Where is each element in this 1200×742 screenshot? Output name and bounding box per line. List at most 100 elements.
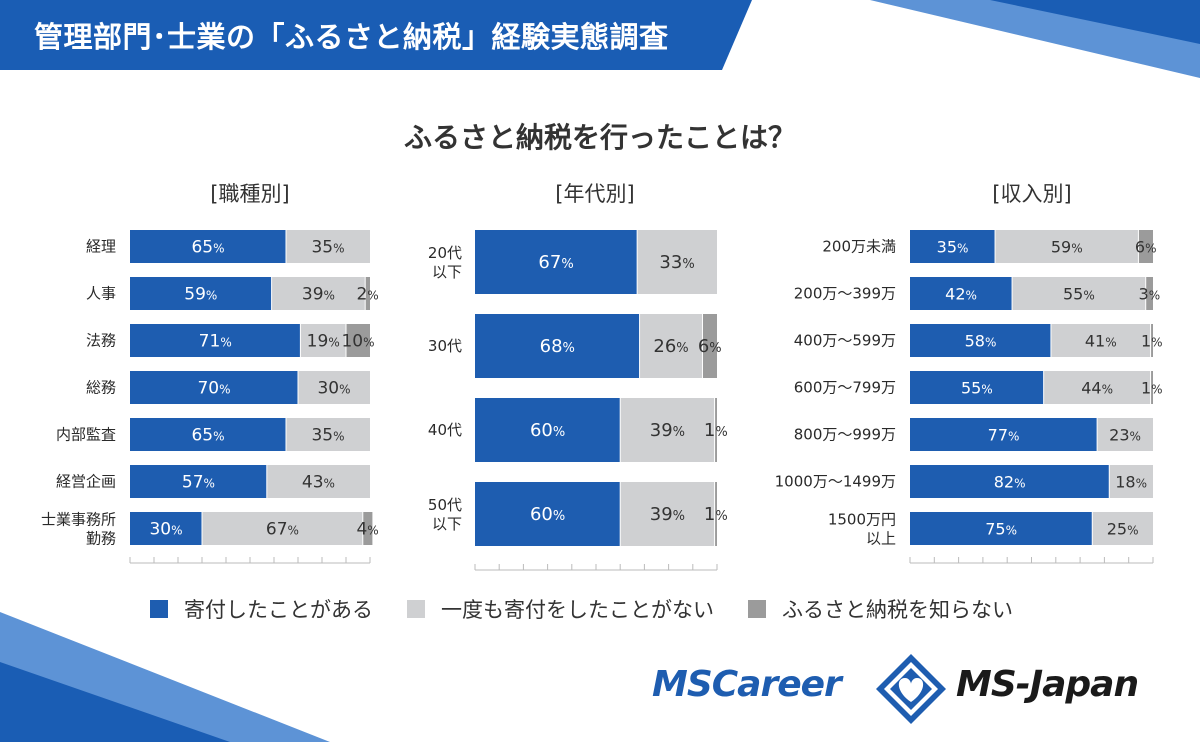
- legend-item-unknown: ふるさと納税を知らない: [748, 594, 1013, 624]
- data-label: 30%: [149, 520, 182, 540]
- legend: 寄付したことがある 一度も寄付をしたことがない ふるさと納税を知らない: [150, 594, 1047, 624]
- category-label: 200万～399万: [794, 285, 896, 303]
- data-label: 6%: [698, 336, 722, 357]
- legend-swatch-gave: [150, 600, 168, 618]
- bar-segment: [298, 371, 370, 404]
- data-label: 2%: [356, 285, 378, 305]
- bar-segment: [1043, 371, 1151, 404]
- data-label: 1%: [704, 420, 728, 441]
- data-label: 58%: [965, 332, 997, 351]
- bar-segment: [910, 465, 1110, 498]
- data-label: 41%: [1085, 332, 1117, 351]
- data-label: 23%: [1109, 426, 1141, 445]
- bar-segment: [271, 277, 366, 310]
- bar-segment: [702, 314, 717, 378]
- data-label: 77%: [988, 426, 1020, 445]
- legend-item-never: 一度も寄付をしたことがない: [407, 594, 714, 624]
- panel-title-age: [年代別]: [555, 182, 635, 206]
- data-label: 59%: [1051, 238, 1083, 257]
- data-label: 43%: [302, 473, 335, 493]
- legend-label-never: 一度も寄付をしたことがない: [441, 598, 714, 622]
- data-label: 6%: [1135, 238, 1157, 257]
- bar-segment: [637, 230, 717, 294]
- bar-segment: [362, 512, 373, 545]
- data-label: 59%: [184, 285, 217, 305]
- bar-segment: [1145, 277, 1153, 310]
- bar-segment: [130, 512, 202, 545]
- data-label: 33%: [659, 252, 694, 273]
- data-label: 26%: [653, 336, 688, 357]
- bar-segment: [620, 482, 715, 546]
- legend-label-unknown: ふるさと納税を知らない: [782, 598, 1013, 622]
- chart-question: ふるさと納税を行ったことは？: [403, 121, 796, 154]
- data-label: 18%: [1115, 473, 1147, 492]
- category-label: 内部監査: [56, 426, 116, 444]
- data-label: 44%: [1081, 379, 1113, 398]
- data-label: 35%: [311, 426, 344, 446]
- data-label: 42%: [945, 285, 977, 304]
- mscareer-logo: MSCareer: [652, 664, 842, 705]
- bar-segment: [300, 324, 346, 357]
- bar-segment: [1092, 512, 1153, 545]
- data-label: 71%: [199, 332, 232, 352]
- bar-segment: [1012, 277, 1146, 310]
- panel-title-income: [収入別]: [992, 182, 1072, 206]
- data-label: 39%: [650, 504, 685, 525]
- data-label: 82%: [994, 473, 1026, 492]
- data-label: 35%: [311, 238, 344, 258]
- data-label: 19%: [307, 332, 340, 352]
- legend-item-gave: 寄付したことがある: [150, 594, 373, 624]
- bar-segment: [286, 418, 370, 451]
- ms-japan-diamond-logo-icon: [876, 654, 946, 724]
- bar-segment: [475, 230, 638, 294]
- category-label: 人事: [86, 285, 116, 303]
- legend-swatch-never: [407, 600, 425, 618]
- category-label: 総務: [86, 379, 116, 397]
- legend-swatch-unknown: [748, 600, 766, 618]
- bar-segment: [346, 324, 370, 357]
- bar-segment: [714, 398, 717, 462]
- ms-japan-logo: MS-Japan: [956, 664, 1139, 705]
- data-label: 60%: [530, 504, 565, 525]
- data-label: 30%: [317, 379, 350, 399]
- bar-segment: [130, 371, 298, 404]
- bar-segment: [910, 371, 1044, 404]
- category-label: 30代: [428, 337, 462, 355]
- bar-segment: [475, 314, 640, 378]
- data-label: 10%: [341, 332, 374, 352]
- top-right-stripe-dark: [990, 0, 1200, 44]
- data-label: 57%: [182, 473, 215, 493]
- bar-segment: [130, 465, 267, 498]
- bar-segment: [475, 398, 621, 462]
- bar-segment: [130, 324, 301, 357]
- bar-segment: [995, 230, 1139, 263]
- bar-segment: [910, 324, 1051, 357]
- legend-label-gave: 寄付したことがある: [184, 598, 373, 622]
- category-label: 800万～999万: [794, 426, 896, 444]
- data-label: 68%: [540, 336, 575, 357]
- bar-segment: [202, 512, 363, 545]
- category-label: 法務: [86, 332, 116, 350]
- data-label: 65%: [191, 238, 224, 258]
- bar-segment: [910, 230, 996, 263]
- bar-segment: [130, 418, 286, 451]
- data-label: 3%: [1139, 285, 1161, 304]
- category-label: 士業事務所勤務: [41, 511, 116, 548]
- data-label: 67%: [266, 520, 299, 540]
- data-label: 4%: [356, 520, 378, 540]
- category-label: 400万～599万: [794, 332, 896, 350]
- bar-segment: [1097, 418, 1153, 451]
- data-label: 35%: [937, 238, 969, 257]
- data-label: 1%: [1141, 379, 1163, 398]
- category-label: 600万～799万: [794, 379, 896, 397]
- bar-segment: [130, 230, 286, 263]
- category-label: 1500万円以上: [828, 511, 896, 548]
- data-label: 39%: [302, 285, 335, 305]
- bar-segment: [130, 277, 272, 310]
- data-label: 1%: [1141, 332, 1163, 351]
- bar-segment: [475, 482, 621, 546]
- bar-segment: [1150, 324, 1153, 357]
- bar-segment: [365, 277, 370, 310]
- bar-segment: [1050, 324, 1151, 357]
